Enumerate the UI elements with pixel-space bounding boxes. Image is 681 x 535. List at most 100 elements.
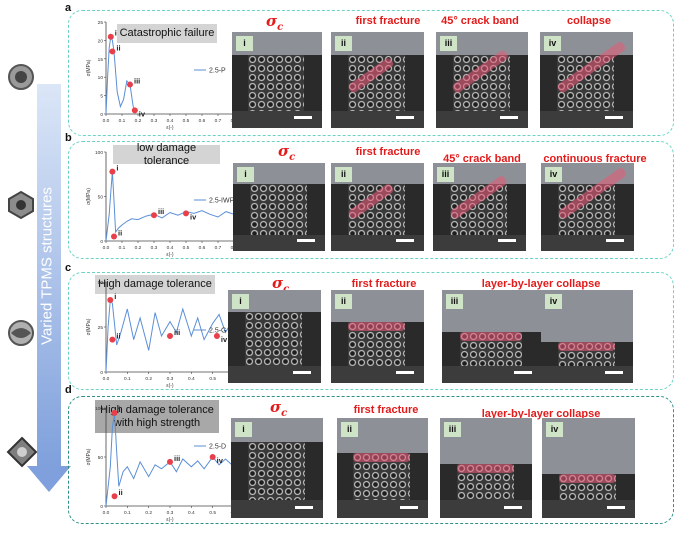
photo-tag: iv — [544, 36, 561, 51]
panel-c-sigma-label: σc — [272, 274, 289, 295]
scale-bar — [500, 116, 518, 119]
x-tick-label: 0.3 — [151, 245, 158, 251]
point-label-ii: ii — [118, 229, 122, 238]
point-marker-i — [111, 409, 118, 416]
panel-d-stage-2: first fracture — [353, 404, 419, 416]
point-marker-ii — [111, 493, 118, 500]
fracture-band — [558, 474, 617, 484]
platen — [232, 32, 322, 56]
fracture-band — [460, 332, 522, 342]
x-tick-label: 0.0 — [103, 118, 110, 124]
point-marker-iv — [131, 107, 138, 114]
scale-bar — [605, 371, 623, 374]
x-tick-label: 0.1 — [119, 245, 126, 251]
x-axis-label: ε(-) — [166, 383, 174, 389]
x-tick-label: 0.3 — [167, 510, 174, 516]
series-line — [105, 298, 235, 373]
specimen-photo: iv — [540, 32, 633, 128]
specimen-photo: iv — [541, 163, 634, 251]
base — [337, 500, 428, 518]
photo-tag: iii — [444, 422, 461, 437]
photo-tag: iv — [546, 422, 563, 437]
panel-d-title: High damage tolerance with high strength — [95, 400, 219, 433]
y-tick-label: 25 — [98, 20, 104, 26]
platen — [331, 163, 424, 185]
photo-tag: ii — [335, 36, 352, 51]
panel-a-stage-2: first fracture — [355, 15, 421, 27]
specimen-photo: ii — [331, 32, 424, 128]
x-tick-label: 0.0 — [103, 245, 110, 251]
panel-d-letter: d — [65, 384, 72, 396]
base — [440, 500, 532, 518]
y-axis-label: σ(MPa) — [86, 448, 92, 465]
panel-b-title: low damage tolerance — [113, 142, 220, 167]
y-tick-label: 0 — [100, 504, 103, 510]
scale-bar — [396, 239, 414, 242]
point-marker-ii — [109, 336, 116, 343]
chart-a: 0.00.10.20.30.40.50.60.70.80510152025ε(-… — [86, 20, 238, 131]
panel-b-stage-4: continuous fracture — [543, 153, 647, 165]
scale-bar — [607, 506, 625, 509]
x-tick-label: 0.4 — [167, 118, 174, 124]
point-marker-i — [107, 297, 114, 303]
x-tick-label: 0.2 — [135, 118, 142, 124]
scale-bar — [294, 116, 312, 119]
legend-label: 2.5-P — [209, 68, 226, 75]
photo-tag: i — [236, 36, 253, 51]
panel-b-stage-2: first fracture — [355, 146, 421, 158]
y-tick-label: 50 — [98, 195, 104, 201]
platen — [233, 163, 325, 185]
y-tick-label: 0 — [100, 370, 103, 376]
legend-label: 2.5-IWP — [209, 198, 235, 205]
x-tick-label: 0.1 — [124, 510, 131, 516]
y-tick-label: 100 — [95, 150, 103, 156]
base — [233, 235, 325, 251]
point-label-iv: iv — [190, 212, 197, 221]
scale-bar — [295, 506, 313, 509]
point-label-iv: iv — [139, 109, 146, 118]
x-tick-label: 0.0 — [103, 510, 110, 516]
x-tick-label: 0.4 — [188, 510, 195, 516]
photo-tag: i — [232, 294, 249, 309]
point-marker-i — [107, 33, 114, 40]
platen — [331, 32, 424, 56]
specimen-photo: i — [231, 418, 323, 518]
fracture-band — [456, 463, 514, 473]
lattice — [244, 312, 303, 367]
x-tick-label: 0.4 — [188, 376, 195, 382]
series-line — [105, 34, 138, 115]
point-label-iii: iii — [158, 207, 164, 216]
photo-tag: i — [237, 167, 254, 182]
photo-tag: iii — [446, 294, 463, 309]
point-label-i: i — [114, 292, 116, 301]
scale-bar — [396, 116, 414, 119]
y-tick-label: 20 — [98, 38, 104, 44]
panel-a-stage-4: collapse — [566, 15, 612, 27]
specimen-photo: i — [233, 163, 325, 251]
x-tick-label: 0.5 — [183, 118, 190, 124]
photo-tag: ii — [335, 294, 352, 309]
point-marker-iii — [127, 81, 133, 88]
legend-label: 2.5-D — [209, 444, 226, 451]
panel-c-stage-2: first fracture — [351, 278, 417, 290]
y-axis-label: σ(MPa) — [86, 188, 92, 205]
specimen-photo: ii — [331, 290, 424, 383]
specimen-photo: ii — [337, 418, 428, 518]
fracture-band — [557, 342, 615, 352]
scale-bar — [293, 371, 311, 374]
panel-c-title: High damage tolerance — [95, 275, 215, 294]
y-tick-label: 10 — [98, 75, 104, 81]
photo-tag: i — [235, 422, 252, 437]
panel-d-sigma-label: σc — [270, 398, 288, 419]
panel-a-letter: a — [65, 2, 72, 14]
panel-b — [68, 141, 674, 259]
point-marker-iii — [151, 212, 157, 219]
x-tick-label: 0.6 — [199, 245, 206, 251]
point-marker-iii — [167, 333, 173, 339]
y-tick-label: 25 — [98, 325, 104, 331]
base — [433, 235, 526, 251]
lattice — [248, 55, 304, 111]
x-tick-label: 0.3 — [151, 118, 158, 124]
base — [542, 500, 635, 518]
specimen-photo: iii — [436, 32, 528, 128]
